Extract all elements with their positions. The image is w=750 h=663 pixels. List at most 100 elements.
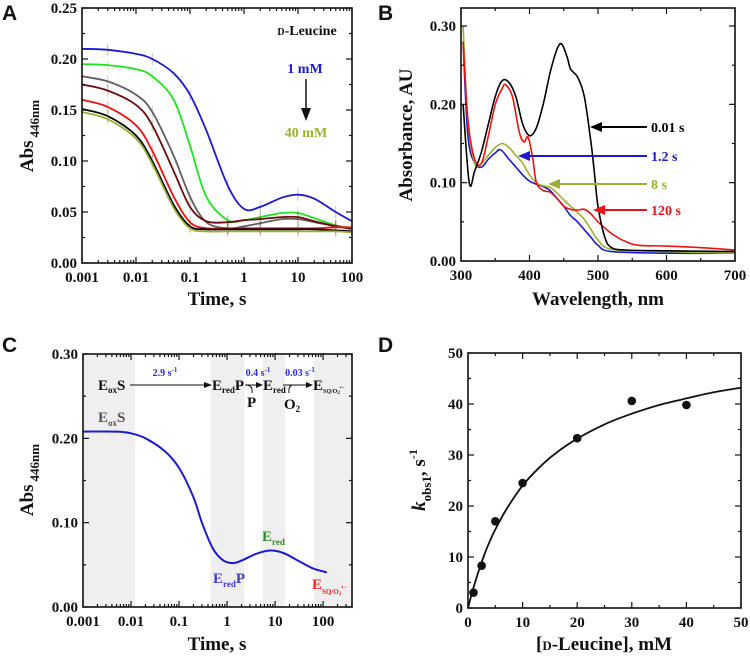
shaded-regions	[83, 354, 352, 607]
series-line-6	[81, 111, 353, 234]
x-tick-label: 600	[655, 268, 678, 284]
spectrum-line-0	[462, 42, 736, 253]
shaded-band	[314, 354, 352, 607]
arrow-left-icon	[548, 179, 560, 189]
rate-3: 0.03 s-1	[285, 366, 315, 379]
series-line-4	[81, 98, 353, 230]
scheme-ered-p: EredP	[212, 378, 244, 395]
panel-b-y-title: Absorbance, AU	[396, 68, 417, 201]
y-tick-label: 0.10	[51, 154, 77, 170]
series-line-3	[81, 83, 353, 230]
x-tick-label: 0.1	[181, 270, 200, 286]
panel-letter-d: D	[378, 334, 393, 357]
arrow-down-icon	[301, 108, 311, 121]
state-label-ered-p: EredP	[213, 571, 245, 589]
rate-1: 2.9 s-1	[153, 366, 178, 379]
y-tick-label: 0.20	[430, 97, 456, 113]
panel-b-label-0.01s: 0.01 s	[590, 121, 685, 136]
y-tick-label: 0.25	[51, 1, 77, 17]
spectrum-line-3	[462, 41, 736, 251]
series-line-5	[81, 108, 353, 233]
y-tick-label: 30	[448, 448, 463, 464]
scheme-esq: ESQ/O2•−	[313, 378, 345, 396]
y-tick-label: 10	[448, 550, 463, 566]
svg-text:120 s: 120 s	[651, 204, 682, 219]
panel-letter-c: C	[2, 334, 17, 357]
data-point	[518, 478, 527, 488]
x-tick-label: 10	[515, 615, 530, 631]
rate-2: 0.4 s-1	[246, 366, 271, 379]
panel-b-x-title: Wavelength, nm	[532, 289, 664, 310]
series-line-2	[81, 75, 353, 231]
x-tick-label: 10	[268, 614, 283, 630]
panel-d-y-title: kobs1, s-1	[406, 449, 434, 511]
x-tick-label: 400	[518, 268, 541, 284]
series-line-1	[81, 63, 353, 230]
fit-curve	[467, 386, 742, 609]
shaded-band	[210, 354, 245, 607]
x-tick-label: 100	[341, 270, 364, 286]
x-tick-label: 50	[734, 615, 749, 631]
spectrum-line-1	[462, 41, 736, 255]
spectrum-line-2	[462, 25, 736, 254]
scheme-o2: O2	[284, 397, 301, 414]
panel-a-x-title: Time, s	[188, 289, 247, 310]
x-tick-label: 1	[240, 270, 248, 286]
x-tick-label: 10	[291, 270, 306, 286]
x-tick-label: 20	[570, 615, 585, 631]
plot-frame	[467, 352, 742, 609]
panel-d-x-title: [D-Leucine], mM	[536, 634, 672, 655]
panel-c-x-title: Time, s	[188, 634, 247, 655]
panel-c-state-labels: EoxS EredP Ered ESQ/O2•−	[98, 410, 347, 597]
shaded-band	[262, 354, 285, 607]
state-label-esq: ESQ/O2•−	[312, 577, 347, 597]
data-point	[627, 396, 637, 406]
panel-a-start-label: 1 mM	[287, 62, 322, 77]
panel-d-chart: 0 10 20 30 40 50 0 10 20 30 40 50	[448, 346, 749, 631]
state-label-ered: Ered	[262, 529, 285, 547]
svg-text:1.2 s: 1.2 s	[651, 150, 678, 165]
data-point	[469, 588, 478, 597]
y-tick-label: 0	[456, 601, 464, 617]
panel-letter-b: B	[378, 2, 393, 25]
scheme-ered: Ered	[263, 378, 286, 395]
plot-frame	[82, 353, 353, 608]
arrow-right-icon	[256, 382, 263, 388]
panel-a-y-title: Abs446nm	[17, 100, 42, 172]
y-tick-label: 0.30	[430, 19, 456, 35]
x-tick-label: 100	[312, 614, 335, 630]
x-tick-label: 500	[587, 268, 610, 284]
panel-b-label-120s: 120 s	[593, 204, 682, 219]
y-tick-label: 0.20	[51, 52, 77, 68]
scheme-released-p: P	[247, 395, 256, 411]
trace-line	[82, 430, 328, 574]
panel-letter-a: A	[2, 2, 17, 25]
y-tick-label: 0.15	[51, 103, 77, 119]
panel-b-label-1.2s: 1.2 s	[518, 150, 678, 165]
x-tick-label: 0.001	[66, 614, 100, 630]
y-tick-label: 0.10	[52, 516, 78, 532]
y-tick-label: 50	[448, 346, 463, 362]
plot-frame	[460, 7, 736, 262]
x-tick-label: 0.01	[118, 614, 144, 630]
x-tick-label: 40	[679, 615, 694, 631]
shaded-band	[83, 354, 135, 607]
arrow-right-icon	[306, 382, 313, 388]
panel-b-series	[462, 25, 736, 255]
panel-a-chart: 0.001 0.01 0.1 1 10 100 0.00 0.05 0.10 0.15 0.20 0.…	[51, 1, 364, 286]
scheme-eox-s: EoxS	[98, 378, 125, 395]
y-tick-label: 0.10	[430, 176, 456, 192]
panel-c-scheme: 2.9 s-1 0.4 s-1 0.03 s-1 EoxS EredP P Er…	[98, 366, 345, 414]
panel-a-compound-label: D-Leucine	[277, 24, 336, 39]
y-tick-label: 0.00	[52, 600, 78, 616]
x-tick-label: 0.01	[123, 270, 149, 286]
y-tick-label: 0.30	[52, 347, 78, 363]
y-tick-label: 0.00	[51, 256, 77, 272]
x-tick-label: 700	[724, 268, 747, 284]
data-point	[491, 517, 500, 526]
plot-frame	[81, 7, 353, 264]
y-tick-label: 0.00	[430, 254, 456, 270]
arrow-left-icon	[593, 205, 605, 215]
arrow-left-icon	[518, 151, 530, 161]
